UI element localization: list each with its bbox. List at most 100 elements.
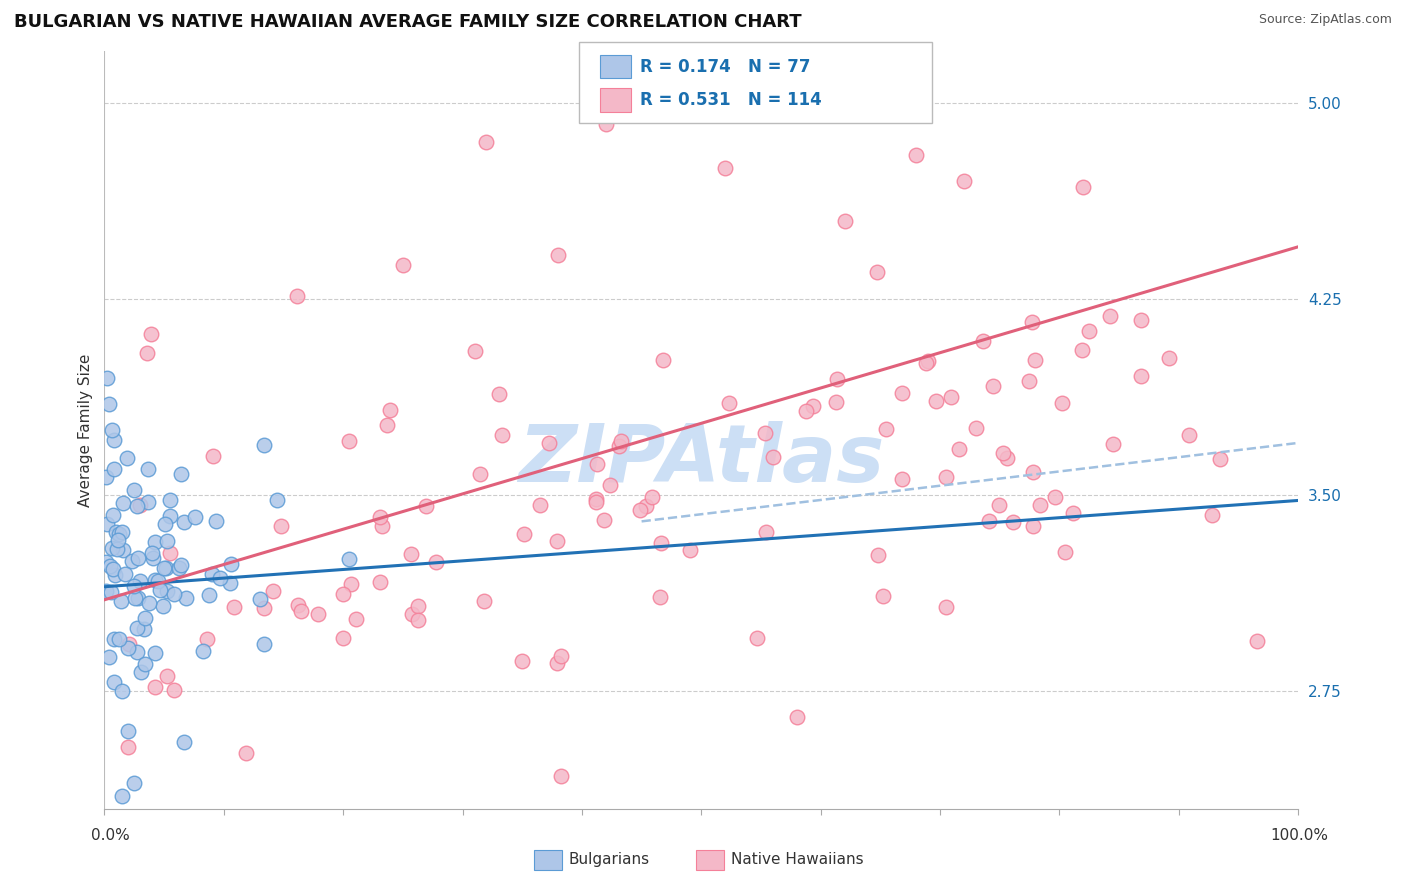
Point	[332, 631, 354, 645]
Point	[153, 516, 176, 531]
Point	[825, 372, 848, 386]
Point	[628, 503, 651, 517]
Point	[262, 584, 284, 599]
Point	[762, 450, 785, 465]
Point	[219, 558, 242, 572]
Point	[183, 509, 205, 524]
Point	[143, 573, 166, 587]
Point	[152, 599, 174, 613]
Point	[875, 422, 897, 436]
Point	[129, 665, 152, 680]
Point	[378, 402, 401, 417]
Point	[650, 536, 672, 550]
Point	[585, 491, 607, 506]
Point	[125, 499, 148, 513]
Point	[253, 601, 276, 615]
Point	[1071, 179, 1094, 194]
Point	[208, 571, 231, 585]
Point	[111, 684, 134, 698]
Point	[1018, 374, 1040, 388]
Point	[872, 589, 894, 603]
Point	[406, 613, 429, 627]
Point	[538, 436, 561, 450]
Point	[1024, 353, 1046, 368]
Point	[747, 632, 769, 646]
Point	[464, 343, 486, 358]
Point	[470, 467, 492, 481]
Point	[266, 493, 288, 508]
Point	[1050, 396, 1073, 410]
Point	[159, 508, 181, 523]
Point	[406, 599, 429, 613]
Point	[641, 491, 664, 505]
Point	[679, 542, 702, 557]
Point	[170, 467, 193, 481]
Point	[173, 735, 195, 749]
Point	[105, 524, 128, 539]
Point	[1129, 313, 1152, 327]
Point	[121, 553, 143, 567]
Point	[134, 657, 156, 672]
Point	[285, 289, 308, 303]
Point	[103, 632, 125, 646]
Point	[129, 574, 152, 588]
Point	[103, 562, 125, 576]
Point	[163, 587, 186, 601]
Point	[149, 582, 172, 597]
Point	[794, 404, 817, 418]
Point	[547, 247, 569, 261]
Text: R = 0.174   N = 77: R = 0.174 N = 77	[640, 58, 810, 76]
Point	[136, 346, 159, 360]
Point	[890, 386, 912, 401]
Point	[513, 527, 536, 541]
Point	[475, 135, 498, 149]
Text: Native Hawaiians: Native Hawaiians	[731, 853, 863, 867]
Point	[935, 470, 957, 484]
Point	[988, 498, 1011, 512]
Point	[155, 533, 177, 548]
Point	[145, 535, 167, 549]
Text: 100.0%: 100.0%	[1271, 829, 1329, 843]
Text: 0.0%: 0.0%	[91, 829, 131, 843]
Point	[142, 550, 165, 565]
Point	[107, 632, 129, 646]
Point	[143, 680, 166, 694]
Point	[474, 594, 496, 608]
Point	[143, 646, 166, 660]
Point	[1201, 508, 1223, 522]
Point	[191, 644, 214, 658]
Point	[346, 612, 368, 626]
Point	[118, 637, 141, 651]
Point	[636, 499, 658, 513]
Point	[595, 117, 617, 131]
Point	[148, 574, 170, 588]
Point	[891, 471, 914, 485]
Point	[94, 555, 117, 569]
Point	[111, 496, 134, 510]
Point	[111, 524, 134, 539]
Point	[107, 527, 129, 541]
Point	[141, 546, 163, 560]
Point	[981, 379, 1004, 393]
Point	[249, 591, 271, 606]
Point	[652, 353, 675, 368]
Point	[127, 550, 149, 565]
Point	[425, 555, 447, 569]
Point	[935, 600, 957, 615]
Point	[1101, 436, 1123, 450]
Point	[1070, 343, 1092, 357]
Point	[114, 566, 136, 581]
Point	[139, 327, 162, 342]
Point	[339, 577, 361, 591]
Point	[834, 213, 856, 227]
Point	[107, 533, 129, 547]
Point	[586, 458, 609, 472]
Point	[1022, 465, 1045, 479]
Point	[1129, 368, 1152, 383]
Point	[112, 542, 135, 557]
Point	[219, 576, 242, 591]
Point	[124, 591, 146, 605]
Point	[159, 546, 181, 560]
Point	[375, 417, 398, 432]
Point	[948, 442, 970, 457]
